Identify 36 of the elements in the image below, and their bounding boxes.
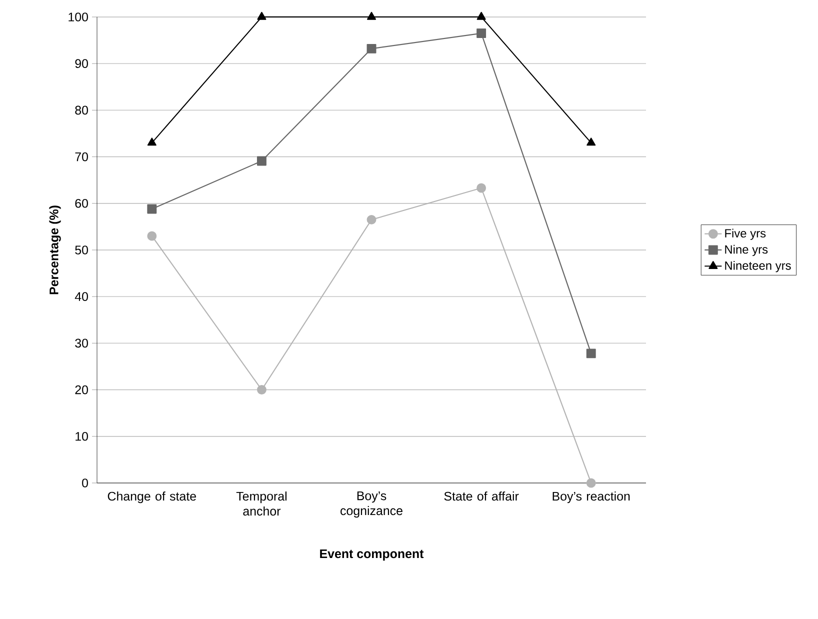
y-tick-label: 60 [75,198,88,208]
legend-label: Nineteen yrs [725,261,791,272]
y-tick-label: 50 [75,246,88,254]
point [257,12,266,20]
point [366,44,376,54]
y-tick-label: 0 [82,478,88,488]
legend-label: Five yrs [725,228,766,240]
y-tick-label: 90 [75,59,88,68]
x-tick-label: Temporal anchor [236,491,286,516]
legend-label: Nine yrs [725,244,768,256]
point [147,231,157,241]
x-tick-label: Boy’s reaction [552,491,630,504]
point [586,348,596,358]
x-axis-title: Event component [320,549,424,561]
x-tick-label: State of affair [444,491,519,501]
point [256,385,266,395]
x-tick-label: Change of state [108,491,196,504]
point [476,28,486,38]
point [476,183,486,193]
y-tick-label: 80 [75,106,88,115]
y-tick-label: 40 [74,292,88,301]
point [147,204,157,214]
y-tick-label: 20 [75,385,88,394]
x-tick-label: Boy’s cognizance [340,492,402,518]
point [586,138,596,146]
y-tick-label: 10 [76,432,88,441]
y-tick-label: 100 [68,12,88,22]
point [256,156,266,166]
y-axis-title: Percentage (%) [49,206,61,294]
point [366,12,376,20]
y-tick-label: 30 [75,338,88,348]
point [586,478,596,488]
point [476,12,486,20]
point [366,214,376,224]
y-tick-label: 70 [75,152,88,162]
point [147,138,156,146]
